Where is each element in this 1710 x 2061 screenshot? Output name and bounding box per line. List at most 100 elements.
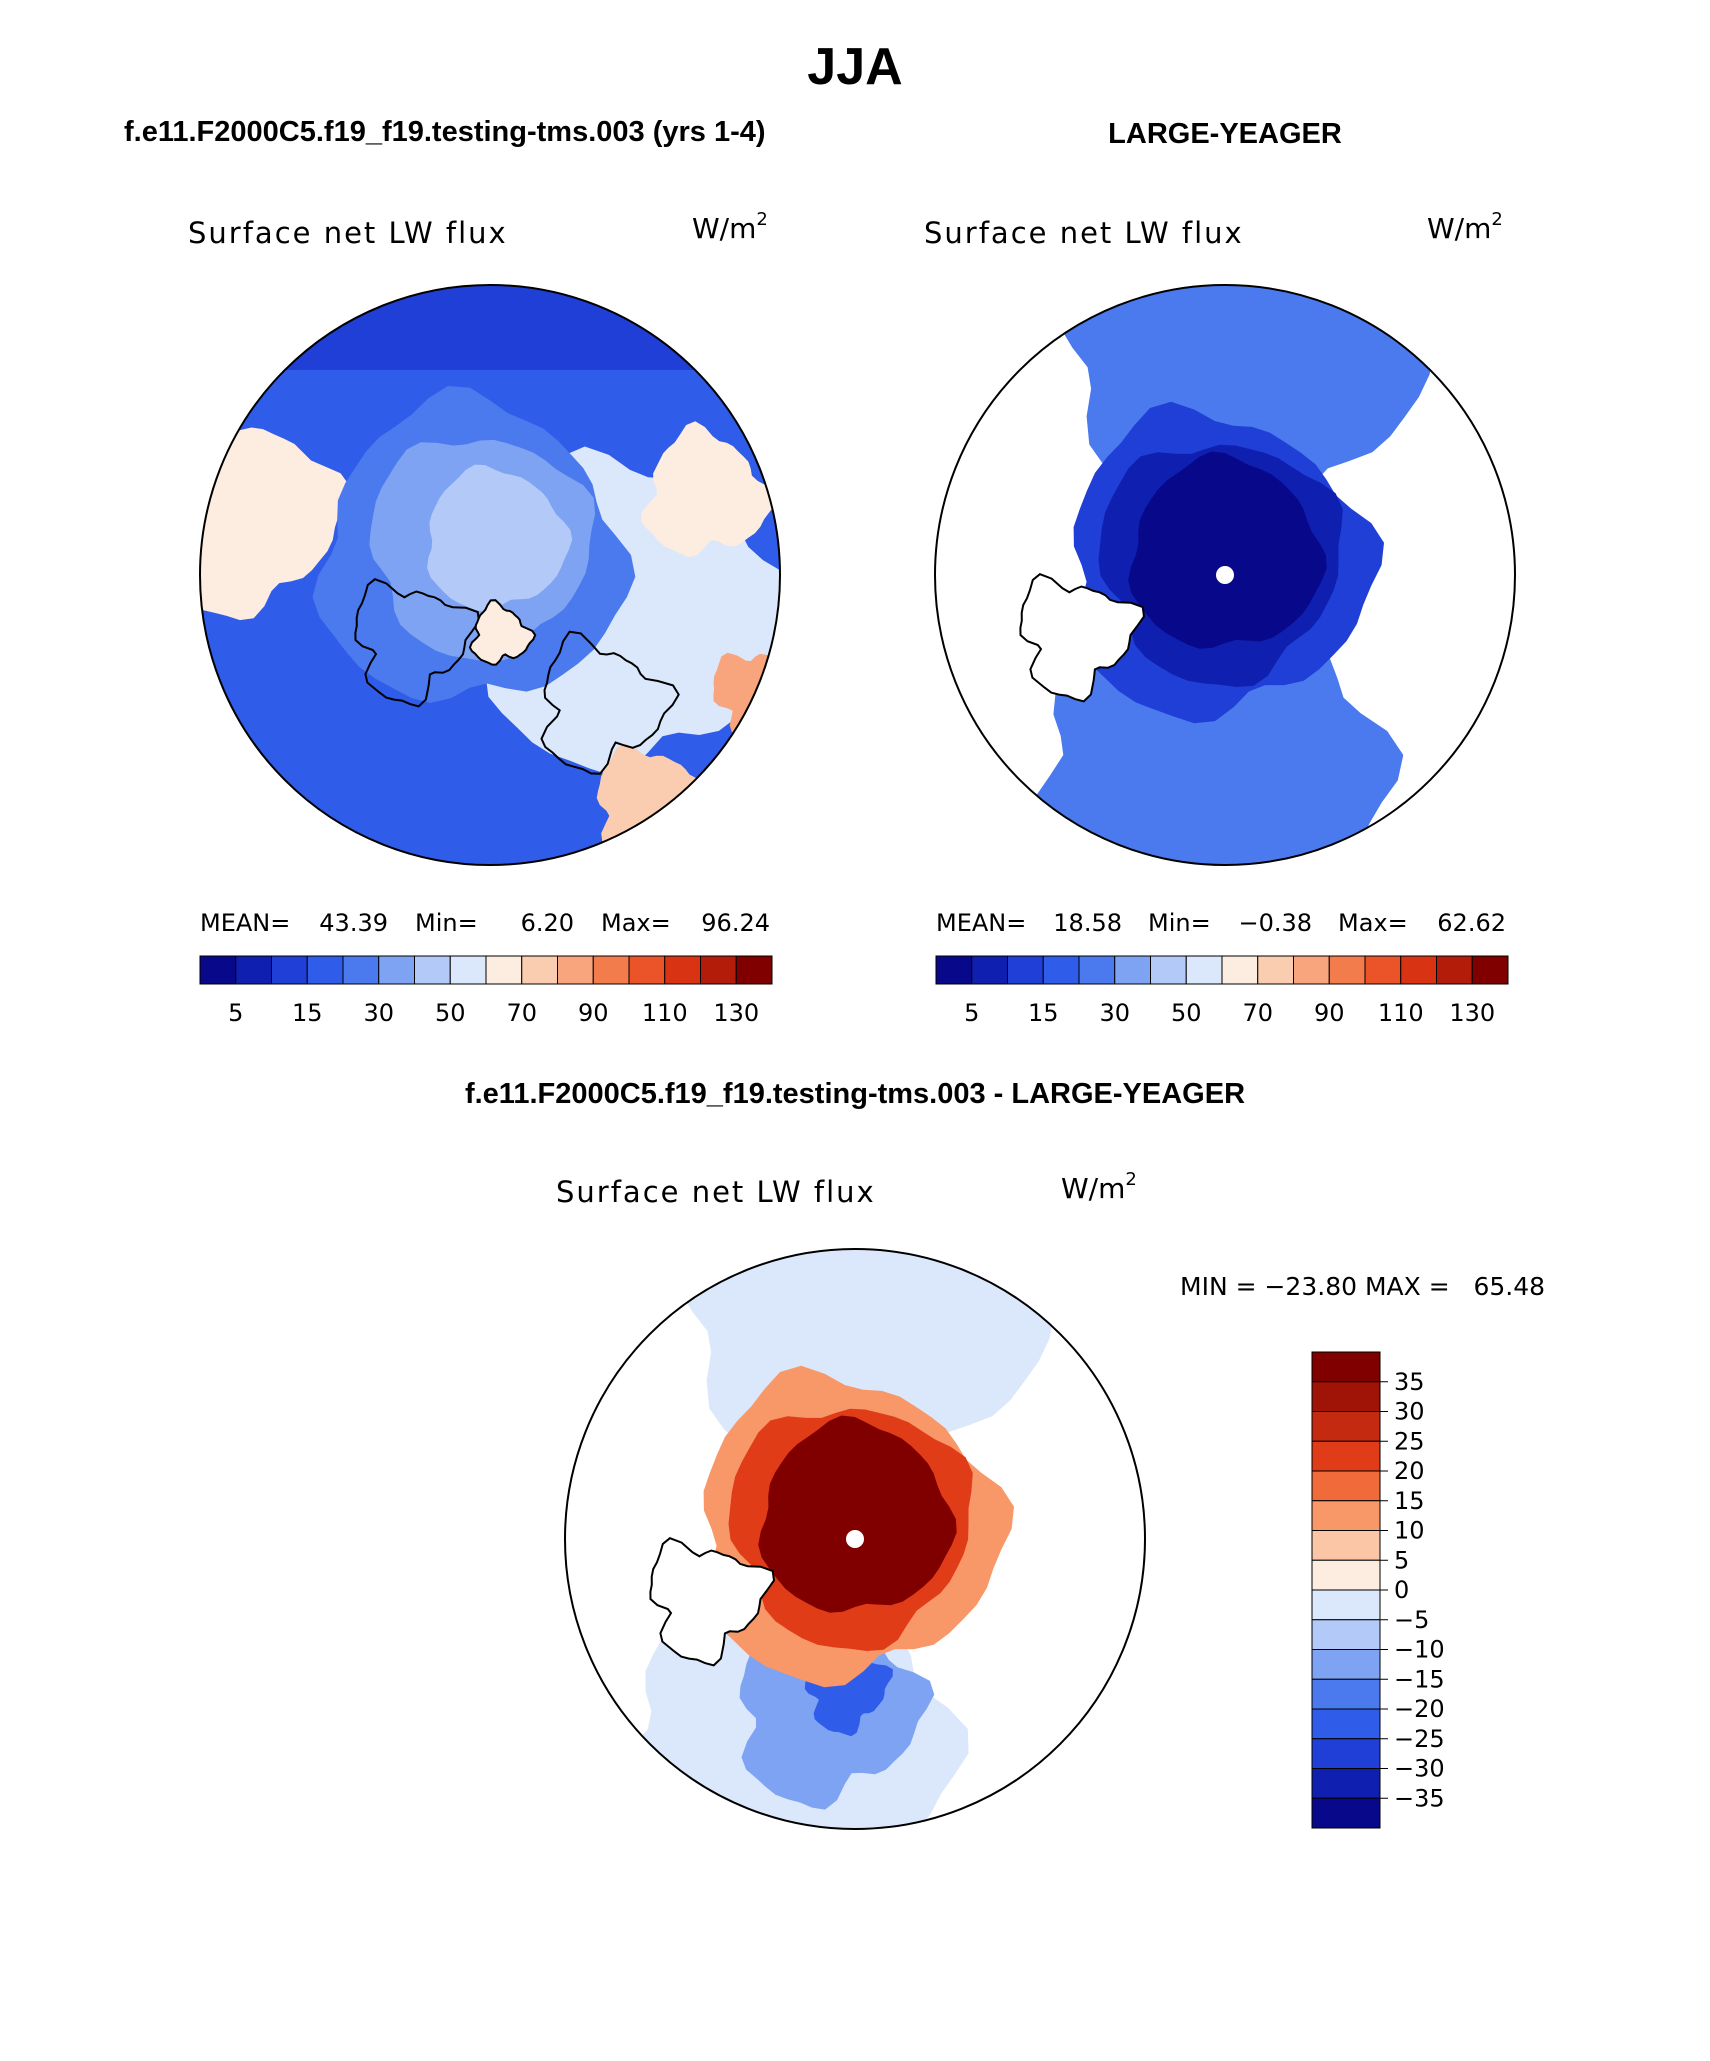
- panel-c-colorbar-label: −30: [1394, 1755, 1445, 1783]
- panel-b-pole-hole: [1216, 566, 1234, 584]
- panel-a-colorbar-box: [664, 955, 701, 985]
- panel-b-colorbar-box: [935, 955, 973, 985]
- panel-c-colorbar-box: [1311, 1649, 1381, 1680]
- panel-a-case-title: f.e11.F2000C5.f19_f19.testing-tms.003 (y…: [124, 116, 766, 148]
- panel-c-colorbar-box: [1311, 1589, 1381, 1621]
- panel-a-units-exp: 2: [756, 209, 767, 230]
- panel-b-colorbar-label: 90: [1314, 999, 1345, 1027]
- panel-b-mean-value: 18.58: [1053, 909, 1122, 937]
- panel-c-colorbar-box: [1311, 1768, 1381, 1799]
- panel-a-mean-label: MEAN=: [200, 909, 290, 937]
- panel-c-colorbar-box: [1311, 1411, 1381, 1442]
- panel-a-colorbar-box: [342, 955, 380, 985]
- panel-b-colorbar-label: 30: [1099, 999, 1130, 1027]
- panel-c-colorbar-box: [1311, 1500, 1381, 1531]
- panel-b-colorbar-box: [1007, 955, 1044, 985]
- panel-c-colorbar-label: −35: [1394, 1784, 1445, 1812]
- panel-a-max-label: Max=: [601, 909, 671, 937]
- panel-b-colorbar-box: [1471, 955, 1509, 985]
- panel-c-colorbar-box: [1311, 1738, 1381, 1769]
- panel-a-colorbar-label: 5: [228, 999, 243, 1027]
- panel-a-colorbar-box: [557, 955, 594, 985]
- panel-c-colorbar-label: 5: [1394, 1546, 1409, 1574]
- panel-c-colorbar-label: −20: [1394, 1695, 1445, 1723]
- panel-a-field-warm-west: [200, 415, 350, 621]
- panel-c-colorbar-box: [1311, 1440, 1381, 1472]
- panel-c-units-exp: 2: [1125, 1169, 1136, 1190]
- panel-a-max-value: 96.24: [701, 909, 770, 937]
- panel-c-colorbar-label: 20: [1394, 1457, 1425, 1485]
- panel-a-colorbar-box: [700, 955, 737, 985]
- panel-a-field-north-band: [200, 285, 780, 370]
- panel-a-colorbar-box: [271, 955, 308, 985]
- panel-b-colorbar-label: 5: [964, 999, 979, 1027]
- panel-c-variable: Surface net LW flux: [556, 1175, 876, 1209]
- panel-b-colorbar-label: 50: [1171, 999, 1202, 1027]
- panel-c-colorbar-label: 30: [1394, 1398, 1425, 1426]
- panel-a-colorbar-box: [628, 955, 666, 985]
- panel-b-colorbar-box: [1293, 955, 1330, 985]
- panel-b-colorbar-label: 110: [1378, 999, 1424, 1027]
- panel-a-field-pole: [427, 464, 573, 613]
- panel-b-colorbar-label: 130: [1449, 999, 1495, 1027]
- panel-a-colorbar: 5 15 30 50 70 90 110 130: [199, 955, 773, 1027]
- panel-b-colorbar-label: 15: [1028, 999, 1059, 1027]
- panel-c-colorbar-box: [1311, 1470, 1381, 1502]
- panel-a-units: W/m2: [692, 209, 768, 245]
- panel-b-field-pole: [1128, 451, 1327, 649]
- panel-a-stats: MEAN= 43.39 Min= 6.20 Max= 96.24: [200, 909, 770, 937]
- panel-a-min-value: 6.20: [521, 909, 574, 937]
- panel-c-map: [564, 1248, 1146, 1830]
- panel-b-mean-label: MEAN=: [936, 909, 1026, 937]
- panel-c-units: W/m2: [1061, 1169, 1137, 1205]
- panel-c-colorbar-box: [1311, 1530, 1381, 1561]
- panel-c-map-border: [564, 1248, 1146, 1830]
- panel-b-units-base: W/m: [1427, 212, 1491, 245]
- panel-a-colorbar-box: [414, 955, 451, 985]
- panel-b-variable: Surface net LW flux: [924, 216, 1244, 250]
- panel-a-colorbar-box: [449, 955, 487, 985]
- panel-c-units-base: W/m: [1061, 1172, 1125, 1205]
- panel-a-colorbar-box: [735, 955, 773, 985]
- panel-a-colorbar-box: [199, 955, 237, 985]
- panel-c-colorbar-box: [1311, 1381, 1381, 1412]
- panel-a-coastline: [468, 599, 537, 666]
- panel-a-colorbar-label: 30: [363, 999, 394, 1027]
- panel-a-colorbar-label: 15: [292, 999, 323, 1027]
- panel-b-units-exp: 2: [1491, 209, 1502, 230]
- panel-b-colorbar-box: [1078, 955, 1116, 985]
- panel-b-colorbar-box: [1185, 955, 1223, 985]
- panel-b-max-label: Max=: [1338, 909, 1408, 937]
- panel-c-colorbar-label: 0: [1394, 1576, 1409, 1604]
- panel-a-colorbar-label: 50: [435, 999, 466, 1027]
- panel-a-colorbar-label: 110: [642, 999, 688, 1027]
- panel-a-map: [199, 284, 781, 866]
- panel-c-field-pole: [758, 1415, 957, 1613]
- panel-c-colorbar-label: 35: [1394, 1368, 1425, 1396]
- panel-c-colorbar-box: [1311, 1708, 1381, 1740]
- panel-a-units-base: W/m: [692, 212, 756, 245]
- panel-b-colorbar-box: [1221, 955, 1259, 985]
- panel-a-colorbar-box: [521, 955, 558, 985]
- panel-a-mean-value: 43.39: [319, 909, 388, 937]
- panel-a-colorbar-label: 90: [578, 999, 609, 1027]
- panel-a-min-label: Min=: [415, 909, 478, 937]
- panel-c-colorbar-label: 10: [1394, 1517, 1425, 1545]
- panel-c-colorbar-box: [1311, 1797, 1381, 1829]
- panel-a-colorbar-box: [592, 955, 630, 985]
- panel-a-coastline: [354, 578, 481, 708]
- panel-a-colorbar-label: 70: [506, 999, 537, 1027]
- panel-b-colorbar-label: 70: [1242, 999, 1273, 1027]
- panel-a-colorbar-box: [378, 955, 415, 985]
- panel-b-max-value: 62.62: [1437, 909, 1506, 937]
- panel-a-field-warm-east: [641, 421, 777, 558]
- panel-b-case-title: LARGE-YEAGER: [1108, 118, 1342, 150]
- panel-c-minmax: MIN = −23.80 MAX = 65.48: [1180, 1272, 1545, 1301]
- panel-c-colorbar-label: 15: [1394, 1487, 1425, 1515]
- page-title: JJA: [807, 38, 902, 96]
- panel-c-colorbar-box: [1311, 1678, 1381, 1710]
- panel-b-colorbar-box: [971, 955, 1008, 985]
- panel-a-colorbar-label: 130: [713, 999, 759, 1027]
